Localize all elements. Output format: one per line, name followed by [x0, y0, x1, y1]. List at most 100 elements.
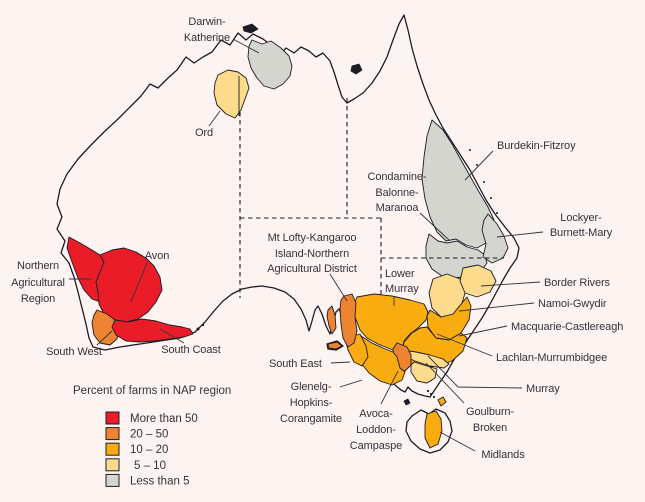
region-darwin-katherine	[247, 39, 293, 90]
label-text: Island-Northern	[275, 248, 349, 260]
label-condamine: Condamine- Balonne- Maranoa	[368, 171, 427, 214]
label-text: Balonne-	[375, 187, 419, 199]
label-northern-agricultural: Northern Agricultural Region	[11, 260, 65, 305]
legend-label-10-20: 10 – 20	[130, 444, 168, 456]
legend: Percent of farms in NAP region More than…	[73, 385, 231, 487]
legend-swatch-less-than-5	[105, 473, 120, 487]
label-text: Mt Lofty-Kangaroo	[268, 232, 357, 244]
label-text: Northern	[17, 260, 59, 272]
region-midlands	[424, 410, 443, 449]
reef-dot	[483, 181, 485, 183]
reef-dot	[490, 197, 492, 199]
reef-dot	[496, 212, 498, 214]
legend-swatch-20-50	[105, 427, 120, 441]
label-text: Region	[21, 293, 55, 305]
label-darwin-katherine: Darwin- Katherine	[184, 16, 230, 44]
label-avon: Avon	[145, 250, 169, 262]
label-text: Corangamite	[280, 413, 342, 425]
region-lockyer-burnett-mary	[481, 213, 509, 264]
label-text: Katherine	[184, 32, 230, 44]
leader-avoca	[380, 370, 399, 405]
leader-darwin-katherine	[232, 38, 260, 54]
south-coast-islet	[196, 327, 200, 331]
legend-swatch-more-than-50	[105, 411, 120, 425]
legend-title: Percent of farms in NAP region	[73, 385, 231, 397]
label-text: Broken	[473, 422, 507, 434]
reef-dot	[476, 164, 478, 166]
label-text: Lower	[385, 268, 415, 280]
region-south-west	[91, 309, 120, 346]
leader-macquarie	[458, 325, 508, 337]
label-midlands: Midlands	[481, 449, 525, 461]
leader-lockyer	[496, 231, 544, 238]
region-midlands-flinders	[437, 396, 447, 407]
bass-strait-dot	[432, 395, 436, 399]
leader-avon	[130, 262, 148, 303]
label-goulburn-broken: Goulburn- Broken	[466, 406, 515, 434]
legend-swatch-5-10	[105, 458, 120, 472]
legend-swatch-10-20	[105, 442, 120, 456]
label-south-east: South East	[269, 358, 322, 370]
label-text: Avoca-	[359, 408, 393, 420]
label-border-rivers: Border Rivers	[544, 277, 611, 289]
label-text: Hopkins-	[290, 397, 333, 409]
leader-south-coast	[159, 328, 185, 344]
region-mt-lofty-strip	[339, 293, 358, 348]
label-murray: Murray	[526, 383, 560, 395]
leader-murray	[427, 355, 523, 389]
label-burdekin-fitzroy: Burdekin-Fitzroy	[497, 140, 576, 152]
label-south-coast: South Coast	[161, 344, 220, 356]
label-text: Loddon-	[356, 424, 396, 436]
label-text: Campaspe	[350, 440, 402, 452]
label-text: Lockyer-	[560, 212, 602, 224]
leader-midlands	[439, 431, 476, 452]
label-text: Goulburn-	[466, 406, 514, 418]
leader-burdekin-fitzroy	[464, 150, 494, 181]
label-ord: Ord	[195, 127, 213, 139]
label-south-west: South West	[46, 346, 102, 358]
legend-label-20-50: 20 – 50	[130, 429, 168, 441]
leader-namoi-gwydir	[458, 302, 535, 312]
label-lockyer: Lockyer- Burnett-Mary	[550, 212, 613, 239]
label-namoi-gwydir: Namoi-Gwydir	[538, 298, 607, 310]
region-ord	[213, 69, 250, 119]
leader-lachlan	[436, 333, 493, 357]
label-glenelg: Glenelg- Hopkins- Corangamite	[280, 381, 342, 425]
label-avoca: Avoca- Loddon- Campaspe	[350, 408, 403, 452]
label-text: Condamine-	[368, 171, 427, 183]
leader-south-east	[330, 361, 351, 364]
label-lachlan: Lachlan-Murrumbidgee	[496, 352, 607, 364]
king-island	[403, 398, 411, 406]
leader-glenelg	[339, 379, 363, 388]
legend-label-more-than-50: More than 50	[130, 413, 198, 425]
legend-label-5-10: 5 – 10	[134, 460, 166, 472]
label-mt-lofty: Mt Lofty-Kangaroo Island-Northern Agricu…	[267, 232, 357, 275]
label-text: Glenelg-	[291, 381, 332, 393]
leader-ord	[208, 110, 221, 127]
label-text: Murray	[385, 283, 419, 295]
groote-island	[350, 63, 363, 75]
region-border-rivers	[459, 264, 497, 298]
region-namoi-gwydir	[428, 273, 467, 318]
leader-border-rivers	[480, 281, 541, 287]
region-lower-murray	[353, 293, 429, 353]
region-mt-lofty-yorke	[326, 305, 337, 335]
bass-strait-dot	[429, 392, 433, 396]
label-text: Agricultural	[11, 277, 65, 289]
melville-island	[242, 23, 259, 34]
label-text: Darwin-	[188, 16, 226, 28]
bass-strait-dot	[426, 389, 430, 393]
label-macquarie: Macquarie-Castlereagh	[511, 321, 623, 333]
leader-mt-lofty	[329, 273, 348, 302]
region-mt-lofty-kangaroo-island	[327, 341, 343, 350]
leader-goulburn-broken	[425, 362, 465, 404]
label-text: Maranoa	[376, 202, 420, 214]
legend-label-less-than-5: Less than 5	[130, 475, 189, 487]
reef-dot	[469, 149, 471, 151]
leader-south-west	[96, 330, 113, 346]
south-coast-islet	[201, 323, 205, 327]
label-text: Agricultural District	[267, 263, 357, 275]
leader-condamine	[419, 212, 450, 241]
